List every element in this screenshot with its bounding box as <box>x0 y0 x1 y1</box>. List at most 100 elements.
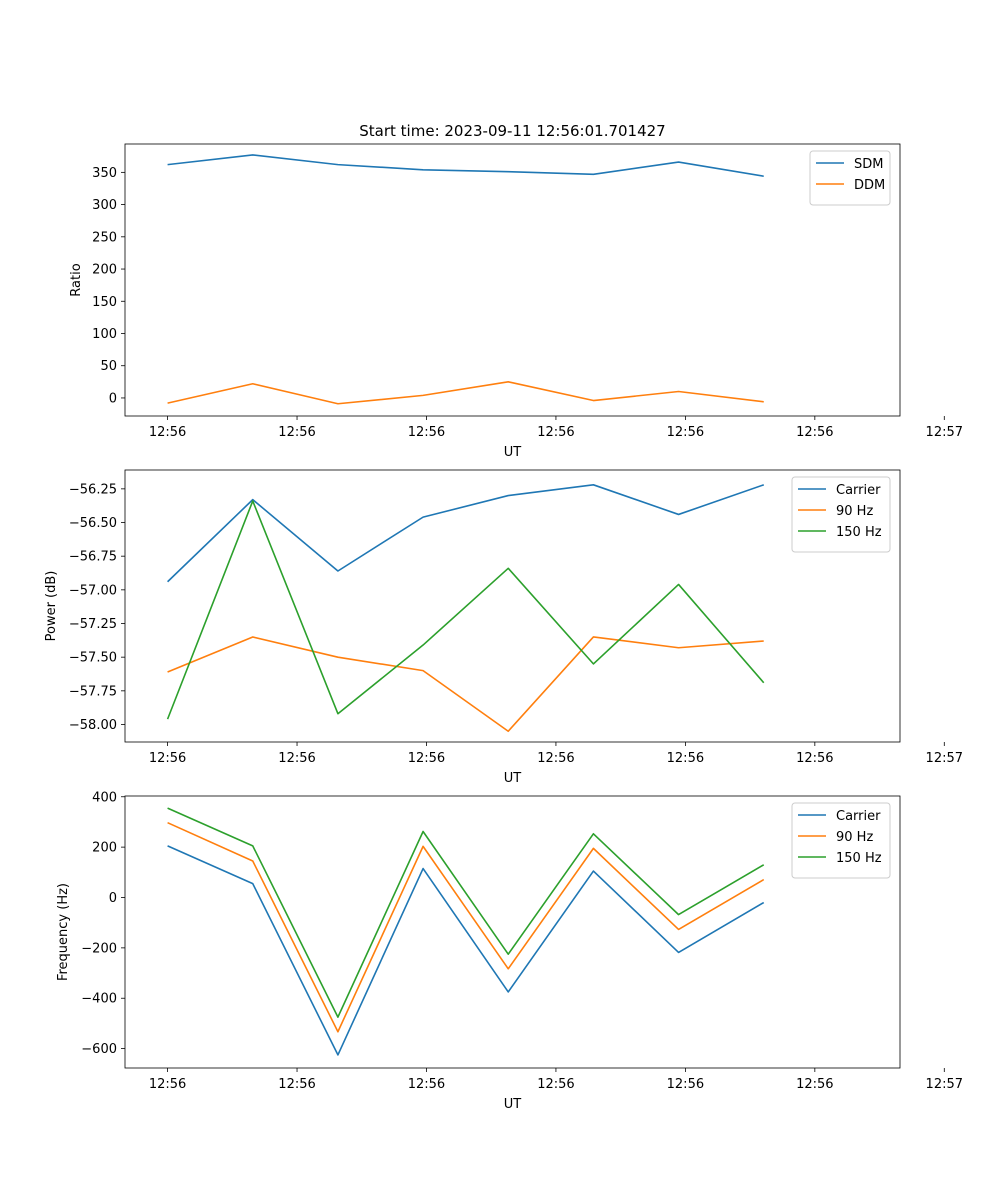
data-point <box>251 382 254 385</box>
y-tick-label: −57.50 <box>69 651 117 666</box>
x-axis-label: UT <box>504 1097 522 1112</box>
y-tick-label: 0 <box>109 891 117 906</box>
x-axis-label: UT <box>504 445 522 460</box>
legend-box <box>791 802 891 879</box>
x-tick-label: 12:56 <box>537 1077 574 1092</box>
x-axis-label: UT <box>504 771 522 786</box>
data-point <box>166 402 169 405</box>
data-point <box>677 161 680 164</box>
data-point <box>336 1016 339 1019</box>
y-tick-label: 100 <box>92 327 117 342</box>
x-tick-label: 12:56 <box>537 751 574 766</box>
chart-panel-1: 12:56 12:56 12:56 12:56 12:56 12:56 12:57 0 50 10… <box>69 143 963 460</box>
y-tick-label: 200 <box>92 841 117 856</box>
x-tick-label: 12:56 <box>796 425 833 440</box>
data-point <box>507 990 510 993</box>
data-point <box>592 173 595 176</box>
y-tick-label: −57.25 <box>69 617 117 632</box>
data-point <box>507 170 510 173</box>
data-point <box>251 153 254 156</box>
data-point <box>422 168 425 171</box>
data-point <box>507 494 510 497</box>
data-point <box>762 863 765 866</box>
data-point <box>507 967 510 970</box>
x-tick-label: 12:56 <box>537 425 574 440</box>
series-line-ddm <box>167 381 764 405</box>
data-point <box>507 953 510 956</box>
data-point <box>166 580 169 583</box>
y-tick-label: 250 <box>92 230 117 245</box>
legend-box <box>809 150 891 206</box>
data-point <box>422 669 425 672</box>
panels: 12:56 12:56 12:56 12:56 12:56 12:56 12:57 0 50 10… <box>44 143 963 1112</box>
x-tick-label: 12:57 <box>926 425 963 440</box>
y-tick-label: −56.75 <box>69 550 117 565</box>
series-line-sdm <box>167 154 764 178</box>
x-tick-label: 12:56 <box>278 751 315 766</box>
x-tick-label: 12:56 <box>408 425 445 440</box>
data-point <box>677 913 680 916</box>
y-tick-label: 150 <box>92 295 117 310</box>
data-point <box>166 844 169 847</box>
y-tick-label: −400 <box>81 992 117 1007</box>
x-tick-label: 12:56 <box>667 751 704 766</box>
series-line-90-hz <box>167 636 764 733</box>
data-point <box>336 1053 339 1056</box>
data-point <box>592 635 595 638</box>
axes-frame <box>124 143 901 417</box>
legend-label: 90 Hz <box>836 830 873 845</box>
y-tick-label: 350 <box>92 166 117 181</box>
legend-label: DDM <box>854 178 885 193</box>
data-point <box>762 901 765 904</box>
data-point <box>166 807 169 810</box>
x-tick-label: 12:56 <box>408 751 445 766</box>
data-point <box>762 640 765 643</box>
legend-label: Carrier <box>836 809 881 824</box>
data-point <box>677 928 680 931</box>
y-tick-label: −57.75 <box>69 684 117 699</box>
x-tick-label: 12:56 <box>796 751 833 766</box>
x-tick-label: 12:56 <box>278 425 315 440</box>
legend-label: Carrier <box>836 483 881 498</box>
x-tick-label: 12:56 <box>149 751 186 766</box>
figure-title: Start time: 2023-09-11 12:56:01.701427 <box>359 122 665 140</box>
legend-label: SDM <box>854 157 883 172</box>
data-point <box>592 662 595 665</box>
data-point <box>762 483 765 486</box>
data-point <box>251 882 254 885</box>
legend-label: 150 Hz <box>836 525 882 540</box>
data-point <box>762 400 765 403</box>
data-point <box>336 163 339 166</box>
legend: Carrier 90 Hz 150 Hz <box>791 802 891 879</box>
y-tick-label: 400 <box>92 790 117 805</box>
data-point <box>336 402 339 405</box>
series-line-carrier <box>167 484 765 583</box>
data-point <box>422 394 425 397</box>
x-tick-label: 12:56 <box>667 1077 704 1092</box>
x-tick-label: 12:56 <box>149 1077 186 1092</box>
data-point <box>166 163 169 166</box>
y-tick-label: −58.00 <box>69 718 117 733</box>
data-point <box>422 830 425 833</box>
data-point <box>677 390 680 393</box>
data-point <box>422 644 425 647</box>
x-tick-label: 12:56 <box>796 1077 833 1092</box>
series-line-90-hz <box>167 821 765 1033</box>
y-tick-label: 300 <box>92 198 117 213</box>
data-point <box>422 867 425 870</box>
data-point <box>762 681 765 684</box>
x-tick-label: 12:57 <box>926 751 963 766</box>
y-tick-label: 0 <box>109 391 117 406</box>
chart-panel-3: 12:56 12:56 12:56 12:56 12:56 12:56 12:57 −600 −… <box>56 790 963 1112</box>
x-tick-label: 12:56 <box>278 1077 315 1092</box>
x-tick-label: 12:56 <box>408 1077 445 1092</box>
data-point <box>251 859 254 862</box>
axes-frame <box>124 795 901 1069</box>
data-point <box>507 380 510 383</box>
legend-label: 150 Hz <box>836 851 882 866</box>
x-tick-label: 12:56 <box>667 425 704 440</box>
y-tick-label: −200 <box>81 941 117 956</box>
data-point <box>762 175 765 178</box>
series-line-150-hz <box>167 807 765 1018</box>
